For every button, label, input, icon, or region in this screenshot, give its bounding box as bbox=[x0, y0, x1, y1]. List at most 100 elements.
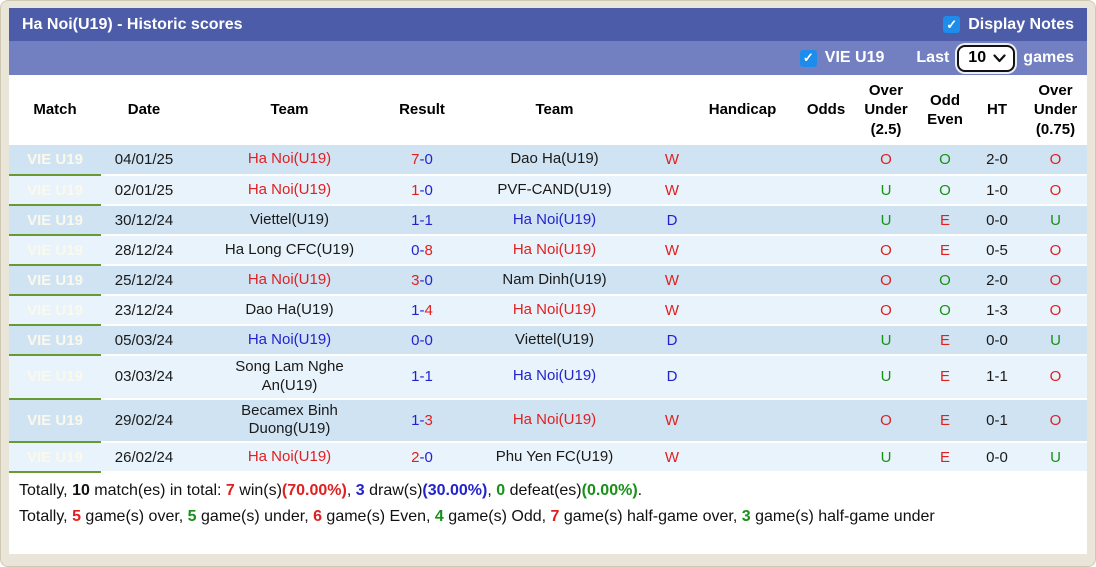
match-result: 1-0 bbox=[392, 175, 452, 206]
text-segment: 5 bbox=[187, 508, 197, 525]
handicap-value bbox=[687, 325, 798, 356]
text-segment: Phu Yen FC(U19) bbox=[495, 447, 614, 465]
text-segment: W bbox=[664, 181, 680, 199]
outcome-letter: D bbox=[657, 325, 687, 356]
match-league-badge: VIE U19 bbox=[9, 175, 101, 206]
home-team: Dao Ha(U19) bbox=[187, 295, 392, 326]
match-date: 28/12/24 bbox=[101, 235, 187, 266]
text-segment: 5 bbox=[72, 508, 81, 525]
title-bar: Ha Noi(U19) - Historic scores ✓ Display … bbox=[9, 8, 1087, 41]
odds-value bbox=[798, 145, 854, 176]
text-segment: game(s) under, bbox=[196, 508, 314, 525]
text-segment: Ha Noi(U19) bbox=[247, 447, 332, 465]
handicap-value bbox=[687, 442, 798, 473]
text-segment: E bbox=[939, 448, 950, 466]
half-time-score: 0-0 bbox=[972, 325, 1022, 356]
over-under-2-5: O bbox=[854, 235, 918, 266]
match-date: 23/12/24 bbox=[101, 295, 187, 326]
odds-value bbox=[798, 325, 854, 356]
text-segment: U bbox=[1050, 331, 1061, 349]
league-filter-checkbox[interactable]: ✓ bbox=[799, 49, 817, 67]
table-body: VIE U19 04/01/25 Ha Noi(U19) 7-0 Dao Ha(U19)… bbox=[9, 145, 1087, 473]
away-team-name: Ha Noi(U19) bbox=[480, 301, 630, 320]
display-notes-checkbox[interactable]: ✓ bbox=[943, 16, 961, 33]
text-segment: O bbox=[1049, 368, 1062, 386]
match-date: 29/02/24 bbox=[101, 398, 187, 443]
column-header-handicap: Handicap bbox=[687, 75, 798, 145]
home-team: Ha Noi(U19) bbox=[187, 325, 392, 356]
match-result: 2-0 bbox=[392, 442, 452, 473]
table-row: VIE U19 25/12/24 Ha Noi(U19) 3-0 Nam Dinh(U1… bbox=[9, 265, 1087, 296]
half-time-score: 2-0 bbox=[972, 265, 1022, 296]
text-segment: W bbox=[664, 301, 680, 319]
away-team-name: Ha Noi(U19) bbox=[480, 411, 630, 430]
text-segment: match(es) in total: bbox=[89, 482, 226, 499]
column-header-match: Match bbox=[9, 75, 101, 145]
historic-scores-panel: Ha Noi(U19) - Historic scores ✓ Display … bbox=[9, 8, 1087, 554]
over-under-0-75: O bbox=[1022, 355, 1087, 400]
half-time-score: 0-1 bbox=[972, 398, 1022, 443]
last-games-select[interactable]: 10 bbox=[957, 44, 1016, 72]
handicap-value bbox=[687, 355, 798, 400]
text-segment: 7 bbox=[411, 151, 420, 168]
odd-even: E bbox=[918, 235, 972, 266]
text-segment: . bbox=[637, 482, 643, 499]
text-segment: game(s) half-game under bbox=[750, 508, 935, 525]
text-segment: 3 bbox=[424, 411, 433, 429]
text-segment: O bbox=[880, 411, 892, 429]
match-date: 30/12/24 bbox=[101, 205, 187, 236]
text-segment: Viettel(U19) bbox=[250, 210, 329, 228]
text-segment: PVF-CAND(U19) bbox=[497, 180, 612, 198]
text-segment: - bbox=[419, 151, 425, 168]
text-segment: U bbox=[880, 448, 892, 466]
match-result: 1-1 bbox=[392, 205, 452, 236]
league-filter-label[interactable]: VIE U19 bbox=[824, 49, 885, 66]
last-label: Last bbox=[916, 49, 950, 66]
text-segment: game(s) Odd, bbox=[443, 508, 551, 525]
text-segment: 8 bbox=[424, 241, 433, 259]
match-league-badge: VIE U19 bbox=[9, 235, 101, 266]
outcome-letter: D bbox=[657, 355, 687, 400]
away-team: Phu Yen FC(U19) bbox=[452, 442, 657, 473]
table-row: VIE U19 02/01/25 Ha Noi(U19) 1-0 PVF-CAND(U1… bbox=[9, 175, 1087, 206]
half-time-score: 0-0 bbox=[972, 205, 1022, 236]
home-team-name: Song Lam Nghe An(U19) bbox=[215, 358, 365, 396]
column-header-team: Team bbox=[187, 75, 392, 145]
match-result: 1-3 bbox=[392, 398, 452, 443]
outcome-letter: W bbox=[657, 442, 687, 473]
table-row: VIE U19 03/03/24 Song Lam Nghe An(U19) 1-1 H… bbox=[9, 355, 1087, 400]
text-segment: Song Lam Nghe An(U19) bbox=[235, 358, 344, 394]
odds-value bbox=[798, 442, 854, 473]
display-notes-label[interactable]: Display Notes bbox=[968, 15, 1074, 33]
odds-value bbox=[798, 355, 854, 400]
over-under-2-5: U bbox=[854, 355, 918, 400]
odds-value bbox=[798, 398, 854, 443]
text-segment: O bbox=[880, 301, 892, 319]
handicap-value bbox=[687, 265, 798, 296]
over-under-2-5: O bbox=[854, 295, 918, 326]
text-segment: W bbox=[664, 241, 680, 259]
over-under-2-5: U bbox=[854, 325, 918, 356]
match-league-badge: VIE U19 bbox=[9, 442, 101, 473]
text-segment: Totally, bbox=[19, 482, 73, 499]
text-segment: 1 bbox=[424, 211, 433, 229]
text-segment: (0.00%) bbox=[581, 482, 638, 499]
text-segment: 1 bbox=[411, 211, 420, 229]
text-segment: U bbox=[880, 181, 892, 199]
away-team: Ha Noi(U19) bbox=[452, 295, 657, 326]
text-segment: Ha Noi(U19) bbox=[512, 367, 597, 385]
text-segment: - bbox=[419, 181, 425, 199]
match-league-badge: VIE U19 bbox=[9, 325, 101, 356]
odd-even: O bbox=[918, 295, 972, 326]
text-segment: O bbox=[939, 151, 951, 168]
match-league-badge: VIE U19 bbox=[9, 355, 101, 400]
text-segment: 4 bbox=[434, 508, 444, 525]
text-segment: Ha Noi(U19) bbox=[512, 240, 597, 258]
text-segment: game(s) over, bbox=[80, 508, 188, 525]
match-league-badge: VIE U19 bbox=[9, 265, 101, 296]
match-result: 3-0 bbox=[392, 265, 452, 296]
over-under-2-5: O bbox=[854, 145, 918, 176]
odd-even: E bbox=[918, 325, 972, 356]
text-segment: 1 bbox=[411, 181, 420, 199]
text-segment: O bbox=[939, 301, 951, 319]
